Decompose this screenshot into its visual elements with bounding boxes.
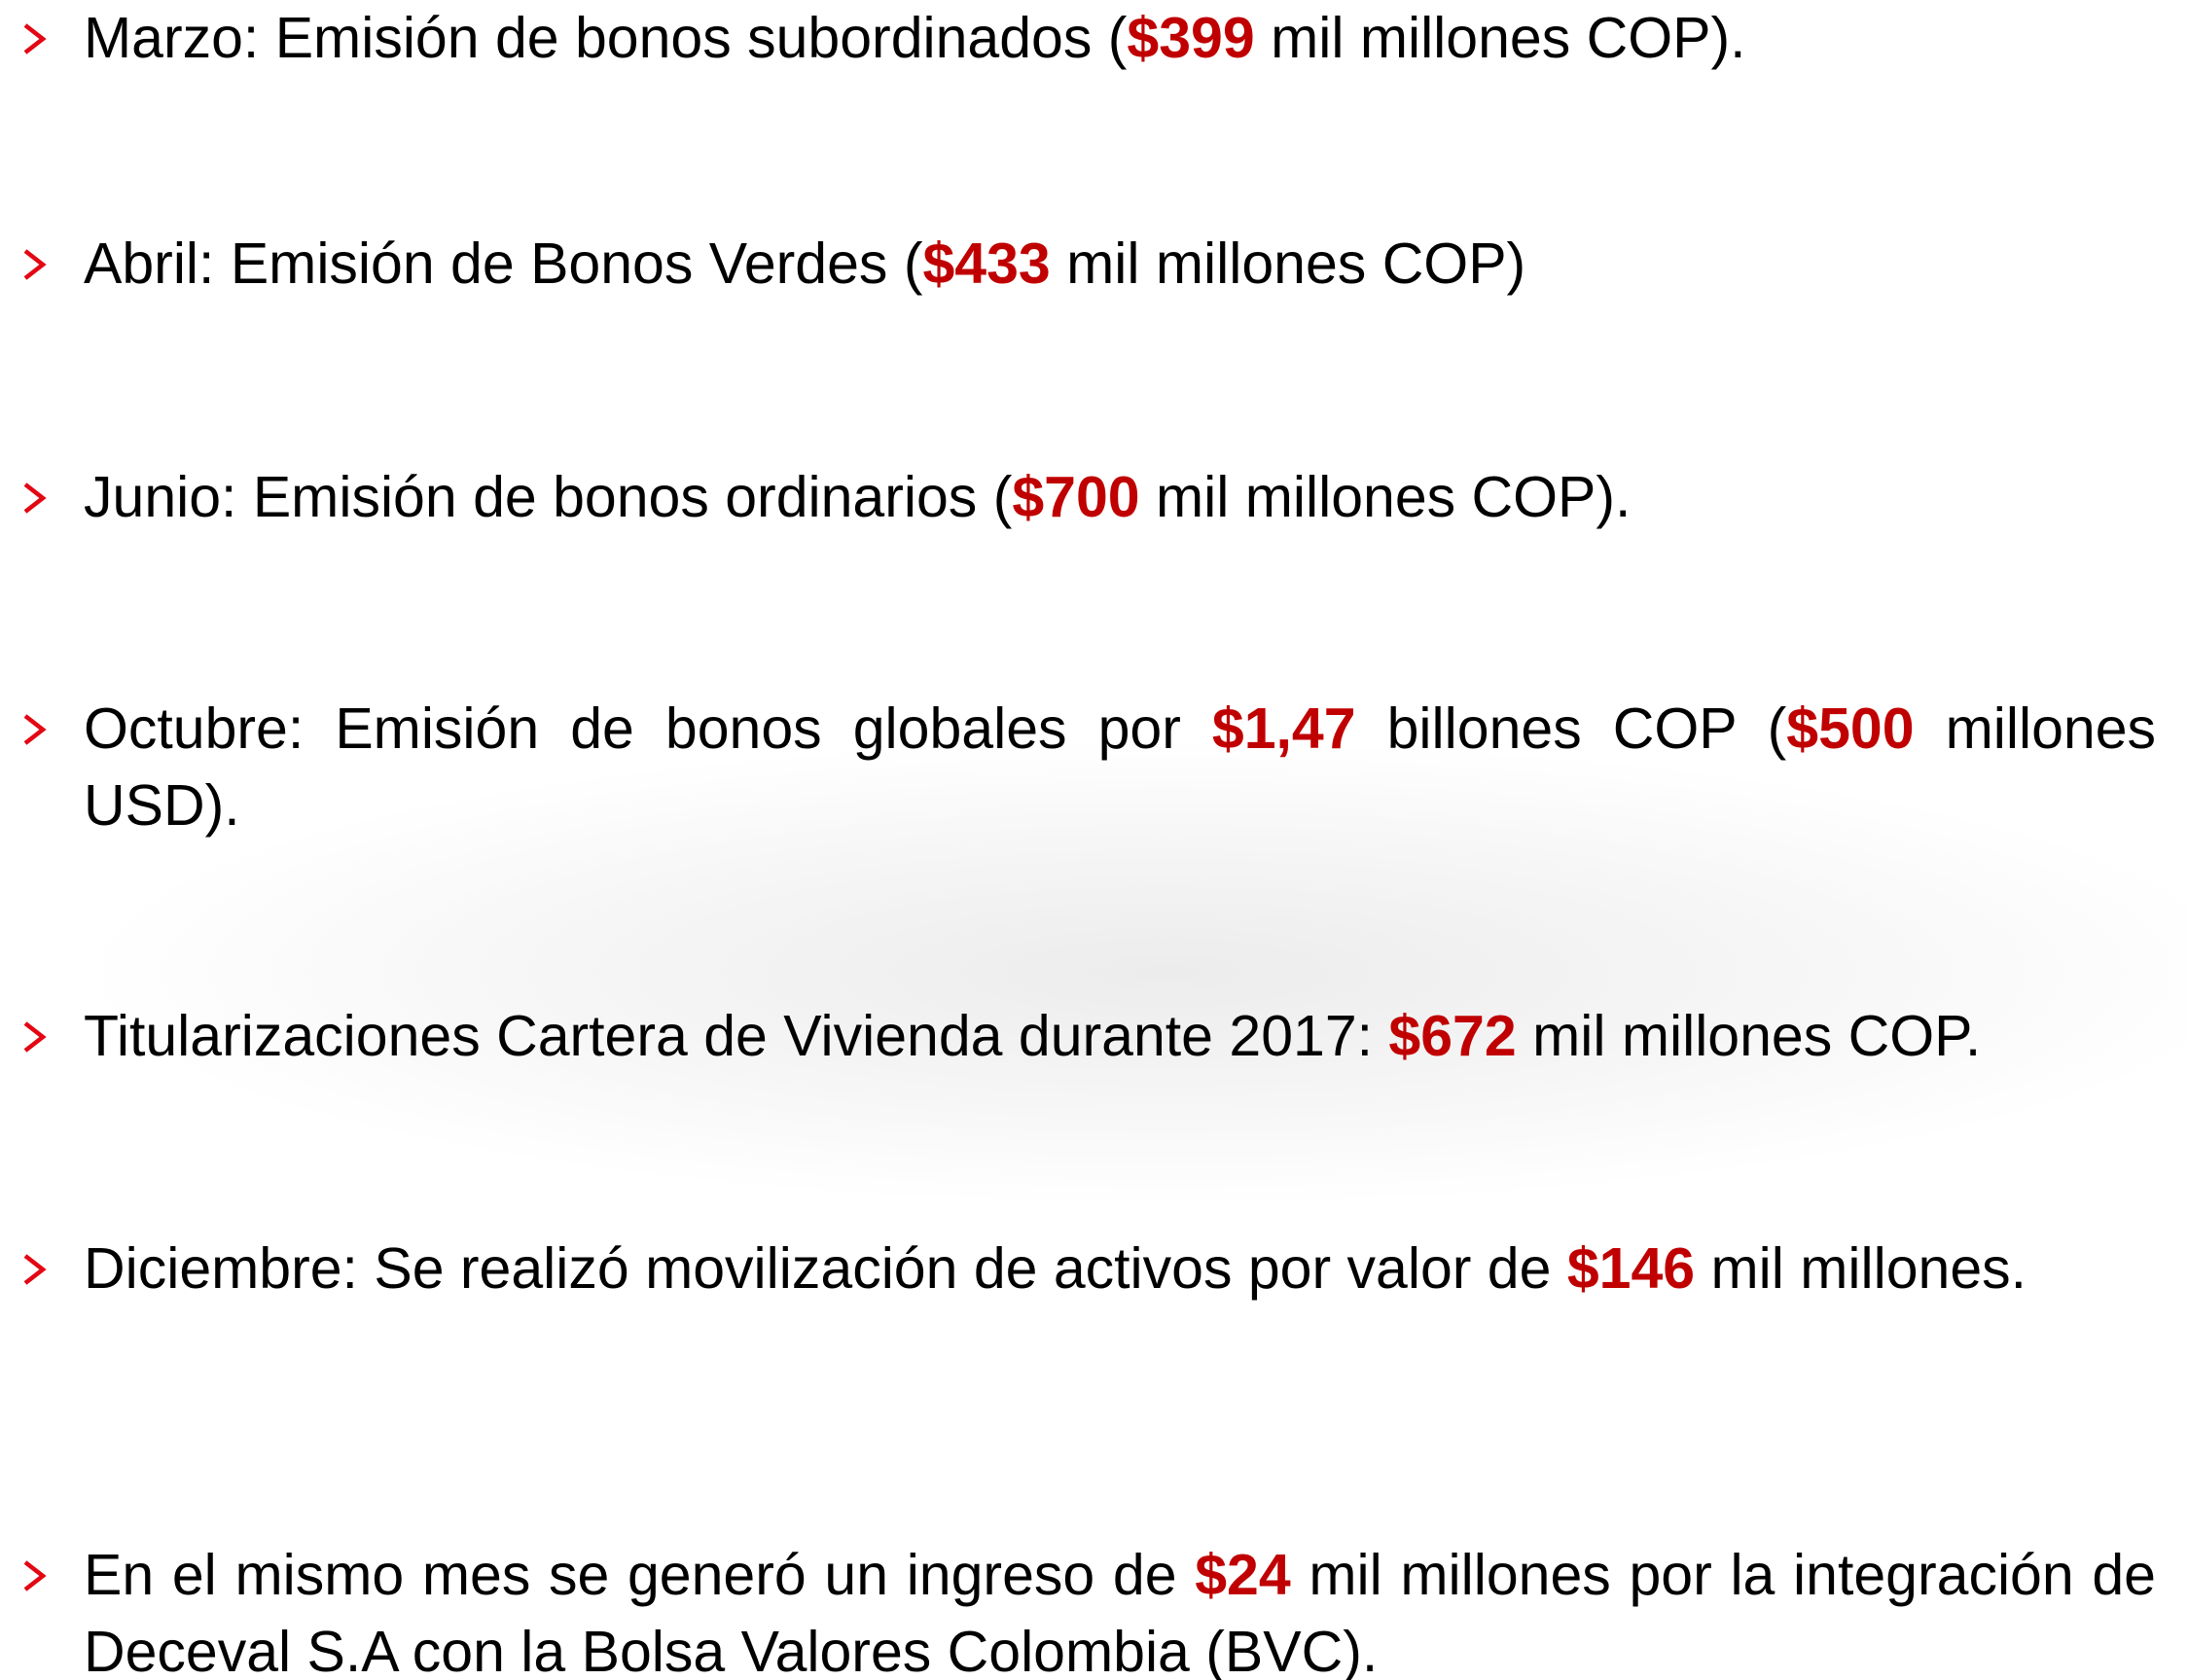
highlight-amount: $433 bbox=[922, 232, 1051, 296]
text-run: Abril: Emisión de Bonos Verdes ( bbox=[84, 232, 923, 296]
chevron-shape bbox=[23, 249, 47, 280]
bullet-chevron bbox=[23, 23, 47, 54]
chevron-shape bbox=[23, 1254, 47, 1285]
bullet-item: En el mismo mes se generó un ingreso de … bbox=[84, 1537, 2156, 1680]
text-run: Diciembre: Se realizó movilización de ac… bbox=[84, 1236, 1567, 1301]
highlight-amount: $399 bbox=[1127, 6, 1255, 70]
bullet-item: Octubre: Emisión de bonos globales por $… bbox=[84, 691, 2156, 844]
text-run: Junio: Emisión de bonos ordinarios ( bbox=[84, 465, 1013, 529]
highlight-amount: $1,47 bbox=[1211, 697, 1356, 761]
text-run: mil millones COP. bbox=[1516, 1004, 1982, 1068]
chevron-shape bbox=[23, 1560, 47, 1591]
highlight-amount: $672 bbox=[1388, 1004, 1517, 1068]
highlight-amount: $24 bbox=[1195, 1543, 1291, 1607]
bullet-chevron bbox=[23, 1560, 47, 1591]
bullet-chevron bbox=[23, 1021, 47, 1053]
chevron-shape bbox=[23, 23, 47, 54]
text-run: millones USD). bbox=[84, 697, 2157, 838]
highlight-amount: $146 bbox=[1566, 1236, 1696, 1301]
bullet-chevron bbox=[23, 714, 47, 745]
text-run: Titularizaciones Cartera de Vivienda dur… bbox=[84, 1004, 1389, 1068]
bullet-item: Diciembre: Se realizó movilización de ac… bbox=[84, 1231, 2156, 1307]
text-run: mil millones por la integración de Decev… bbox=[84, 1543, 2156, 1680]
text-run: En el mismo mes se generó un ingreso de bbox=[84, 1543, 1196, 1607]
highlight-amount: $500 bbox=[1786, 697, 1915, 761]
bullet-chevron bbox=[23, 1254, 47, 1285]
chevron-shape bbox=[23, 1021, 47, 1053]
text-run: mil millones. bbox=[1695, 1236, 2027, 1301]
text-run: Marzo: Emisión de bonos subordinados ( bbox=[84, 6, 1128, 70]
bullet-item: Junio: Emisión de bonos ordinarios ($700… bbox=[84, 459, 2156, 536]
text-run: Octubre: Emisión de bonos globales por bbox=[84, 697, 1212, 761]
bullet-item: Abril: Emisión de Bonos Verdes ($433 mil… bbox=[84, 226, 2156, 303]
text-run: mil millones COP). bbox=[1254, 6, 1746, 70]
text-run: mil millones COP). bbox=[1139, 465, 1632, 529]
bullet-chevron bbox=[23, 249, 47, 280]
chevron-shape bbox=[23, 483, 47, 514]
bullet-item: Titularizaciones Cartera de Vivienda dur… bbox=[84, 998, 2156, 1075]
highlight-amount: $700 bbox=[1012, 465, 1140, 529]
bullet-item: Marzo: Emisión de bonos subordinados ($3… bbox=[84, 0, 2156, 77]
text-run: billones COP ( bbox=[1355, 697, 1787, 761]
text-run: mil millones COP) bbox=[1050, 232, 1526, 296]
chevron-shape bbox=[23, 714, 47, 745]
bullet-chevron bbox=[23, 483, 47, 514]
